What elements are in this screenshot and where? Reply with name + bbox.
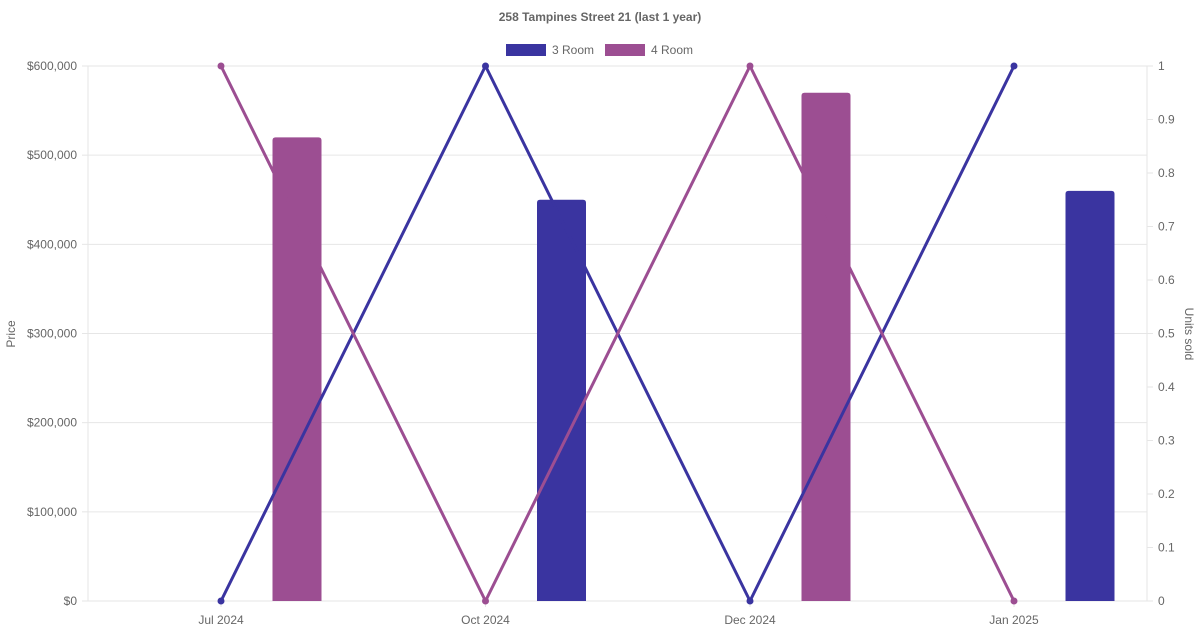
legend: 3 Room 4 Room [506, 43, 693, 57]
y-right-tick-label: 1 [1158, 59, 1165, 73]
y-right-tick-label: 0.6 [1158, 273, 1175, 287]
point-3-room [746, 597, 754, 605]
y-left-tick-label: $0 [64, 594, 78, 608]
y-left-tick-label: $500,000 [27, 148, 77, 162]
point-4-room [746, 62, 754, 70]
bar-4-room [272, 137, 322, 602]
y-right-tick-label: 0.7 [1158, 220, 1175, 234]
x-axis: Jul 2024 Oct 2024 Dec 2024 Jan 2025 [198, 613, 1039, 627]
line-series [217, 62, 1018, 605]
y-left-axis: $0 $100,000 $200,000 $300,000 $400,000 $500,0… [27, 59, 77, 608]
y-left-tick-label: $100,000 [27, 505, 77, 519]
y-right-tick-label: 0.3 [1158, 434, 1175, 448]
y-right-tick-label: 0.9 [1158, 113, 1175, 127]
point-3-room [482, 62, 489, 70]
legend-label-4-room: 4 Room [651, 43, 693, 57]
y-left-axis-title: Price [4, 320, 18, 348]
point-4-room [217, 62, 225, 70]
y-right-axis-title: Units sold [1182, 308, 1196, 361]
legend-label-3-room: 3 Room [552, 43, 594, 57]
y-right-tick-label: 0.1 [1158, 541, 1175, 555]
point-3-room [1010, 62, 1018, 70]
y-right-tick-label: 0.5 [1158, 327, 1175, 341]
y-left-tick-label: $300,000 [27, 327, 77, 341]
x-tick-label: Oct 2024 [461, 613, 510, 627]
x-tick-label: Jan 2025 [989, 613, 1039, 627]
line-4-room [219, 64, 1016, 603]
y-left-tick-label: $600,000 [27, 59, 77, 73]
x-tick-label: Dec 2024 [724, 613, 776, 627]
bar-3-room [537, 199, 586, 601]
bar-3-room [1065, 190, 1115, 602]
legend-swatch-4-room [605, 44, 645, 56]
y-right-axis: 0 0.1 0.2 0.3 0.4 0.5 0.6 0.7 0.8 0.9 1 [1158, 59, 1175, 608]
point-4-room [482, 597, 489, 605]
y-right-tick-label: 0.8 [1158, 166, 1175, 180]
y-right-tick-label: 0.4 [1158, 380, 1175, 394]
chart-title: 258 Tampines Street 21 (last 1 year) [499, 10, 702, 24]
y-left-tick-label: $200,000 [27, 416, 77, 430]
point-4-room [1010, 597, 1018, 605]
bar-4-room [801, 92, 851, 601]
bar-series [272, 92, 1115, 602]
y-right-tick-label: 0 [1158, 594, 1165, 608]
legend-swatch-3-room [506, 44, 546, 56]
y-right-tick-label: 0.2 [1158, 487, 1175, 501]
x-tick-label: Jul 2024 [198, 613, 244, 627]
y-left-tick-label: $400,000 [27, 237, 77, 251]
point-3-room [217, 597, 225, 605]
